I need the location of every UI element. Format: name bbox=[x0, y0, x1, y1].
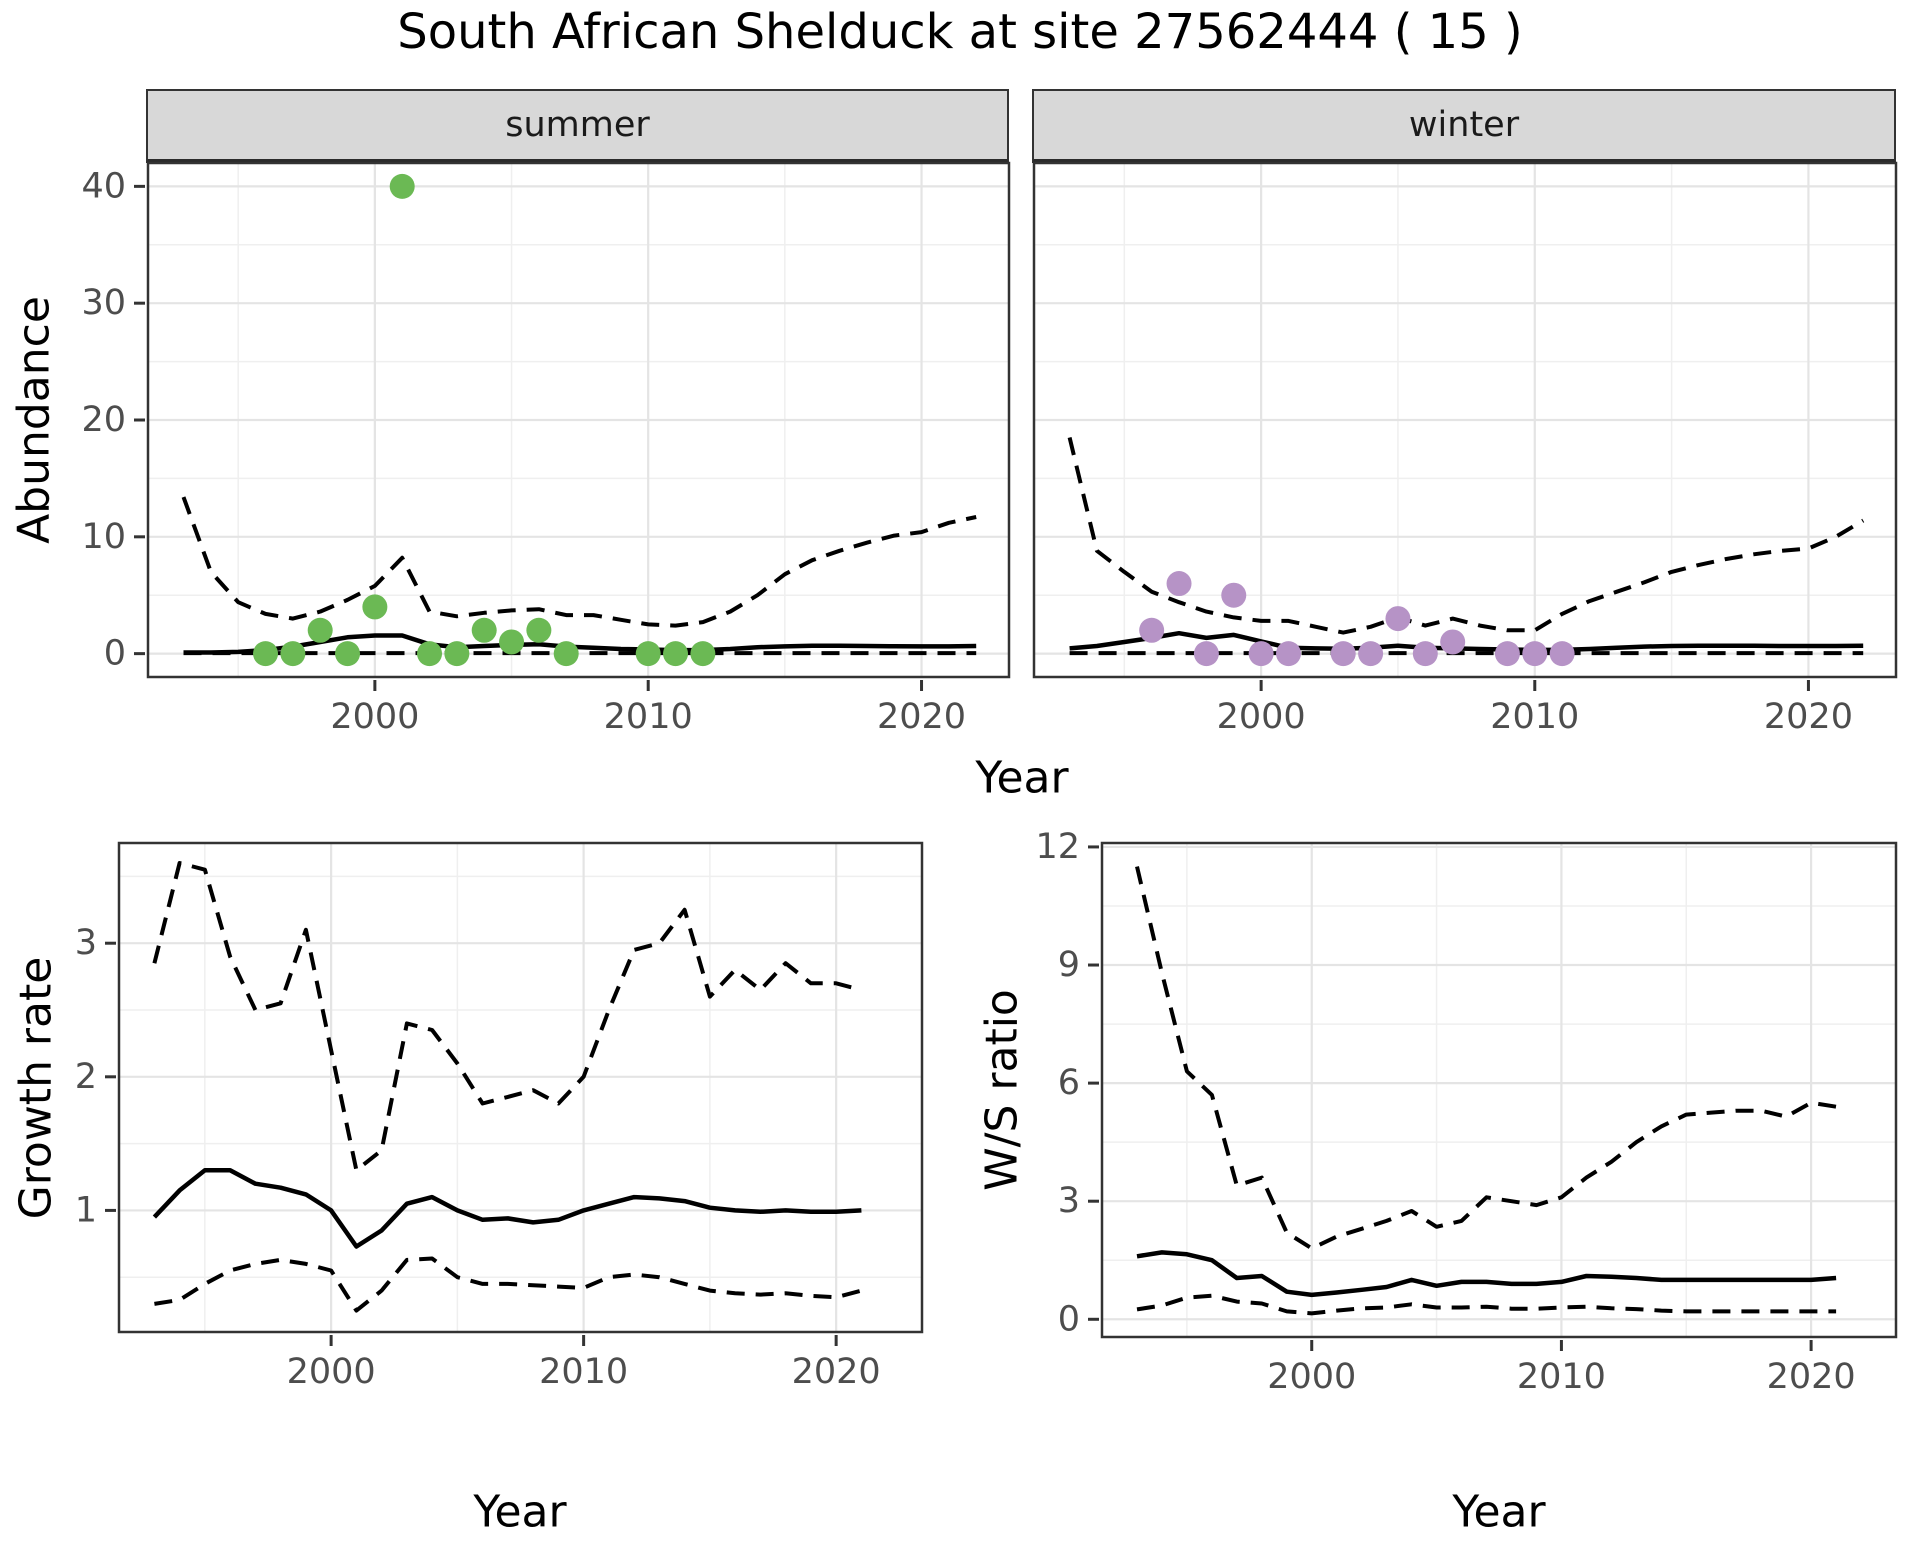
x-tick-label: 2010 bbox=[1517, 1357, 1606, 1397]
x-tick-label: 2020 bbox=[1767, 1357, 1856, 1397]
y-tick-label: 0 bbox=[1058, 1299, 1080, 1339]
growth-median_fit-line bbox=[152, 1168, 862, 1249]
x-tick-label: 2010 bbox=[539, 1352, 628, 1392]
x-axis-title-year-bottom-left: Year bbox=[473, 1486, 567, 1538]
x-tick-label: 2000 bbox=[287, 1352, 376, 1392]
summer-data-point bbox=[690, 641, 716, 667]
summer-median_fit-line bbox=[183, 633, 977, 655]
winter-data-point bbox=[1248, 641, 1274, 667]
facet-strip-winter: winter bbox=[1032, 89, 1896, 163]
winter-data-point bbox=[1522, 641, 1548, 667]
growth-upper_ci-line bbox=[152, 861, 862, 1173]
y-axis-title-ws-ratio: W/S ratio bbox=[976, 989, 1028, 1191]
x-tick-label: 2000 bbox=[1267, 1357, 1356, 1397]
summer-data-point bbox=[253, 641, 279, 667]
x-tick-label: 2000 bbox=[1217, 697, 1306, 737]
x-axis-title-year-top: Year bbox=[975, 752, 1069, 804]
growth-panel-border bbox=[117, 841, 924, 1334]
facet-strip-summer: summer bbox=[146, 89, 1009, 163]
winter-data-point bbox=[1193, 641, 1219, 667]
y-tick-label: 6 bbox=[1058, 1063, 1080, 1103]
summer-data-point bbox=[280, 641, 306, 667]
summer-data-point bbox=[389, 173, 415, 199]
summer-data-point bbox=[307, 617, 333, 643]
y-axis-title-growth-rate: Growth rate bbox=[10, 956, 62, 1220]
summer-data-point bbox=[335, 641, 361, 667]
winter-data-point bbox=[1412, 641, 1438, 667]
growth-panel-bg bbox=[119, 843, 922, 1332]
winter-data-point bbox=[1221, 582, 1247, 608]
summer-data-point bbox=[663, 641, 689, 667]
winter-median_fit-line bbox=[1069, 630, 1864, 653]
summer-data-point bbox=[417, 641, 443, 667]
winter-data-point bbox=[1494, 641, 1520, 667]
winter-data-point bbox=[1166, 571, 1192, 597]
x-tick-label: 2020 bbox=[792, 1352, 881, 1392]
growth-lower_ci-line bbox=[154, 1256, 862, 1313]
winter-data-point bbox=[1330, 641, 1356, 667]
x-tick-label: 2010 bbox=[604, 697, 693, 737]
summer-data-point bbox=[635, 641, 661, 667]
y-tick-label: 9 bbox=[1058, 945, 1080, 985]
winter-upper_ci-line bbox=[1067, 437, 1865, 635]
x-axis-title-year-bottom-right: Year bbox=[1452, 1486, 1546, 1538]
winter-data-point bbox=[1358, 641, 1384, 667]
y-tick-label: 30 bbox=[81, 283, 126, 323]
x-tick-label: 2000 bbox=[330, 697, 419, 737]
ws-panel-bg bbox=[1102, 843, 1896, 1337]
summer-data-point bbox=[362, 594, 388, 620]
y-tick-label: 0 bbox=[104, 634, 126, 674]
winter-data-point bbox=[1385, 606, 1411, 632]
y-axis-title-abundance: Abundance bbox=[8, 296, 60, 544]
winter-data-point bbox=[1139, 617, 1165, 643]
summer-panel-border bbox=[146, 161, 1011, 679]
winter-data-point bbox=[1275, 641, 1301, 667]
ws-median_fit-line bbox=[1136, 1250, 1837, 1298]
summer-data-point bbox=[499, 629, 525, 655]
facet-strip-summer-label: summer bbox=[505, 105, 650, 145]
summer-data-point bbox=[553, 641, 579, 667]
facet-strip-winter-label: winter bbox=[1408, 105, 1520, 145]
x-tick-label: 2010 bbox=[1490, 697, 1579, 737]
y-tick-label: 12 bbox=[1035, 827, 1080, 867]
x-tick-label: 2020 bbox=[877, 697, 966, 737]
summer-data-point bbox=[444, 641, 470, 667]
ws-upper_ci-line bbox=[1135, 866, 1837, 1251]
x-tick-label: 2020 bbox=[1764, 697, 1853, 737]
y-tick-label: 3 bbox=[1058, 1181, 1080, 1221]
winter-data-point bbox=[1440, 629, 1466, 655]
chart-title: South African Shelduck at site 27562444 … bbox=[397, 4, 1523, 60]
y-tick-label: 20 bbox=[81, 400, 126, 440]
winter-panel-border bbox=[1032, 161, 1898, 679]
summer-data-point bbox=[526, 617, 552, 643]
y-tick-label: 2 bbox=[75, 1057, 97, 1097]
ws-lower_ci-line bbox=[1136, 1293, 1837, 1316]
summer-data-point bbox=[471, 617, 497, 643]
y-tick-label: 1 bbox=[75, 1190, 97, 1230]
ws-panel-border bbox=[1100, 841, 1898, 1339]
y-tick-label: 10 bbox=[81, 517, 126, 557]
y-tick-label: 3 bbox=[75, 923, 97, 963]
y-tick-label: 40 bbox=[81, 166, 126, 206]
winter-data-point bbox=[1549, 641, 1575, 667]
